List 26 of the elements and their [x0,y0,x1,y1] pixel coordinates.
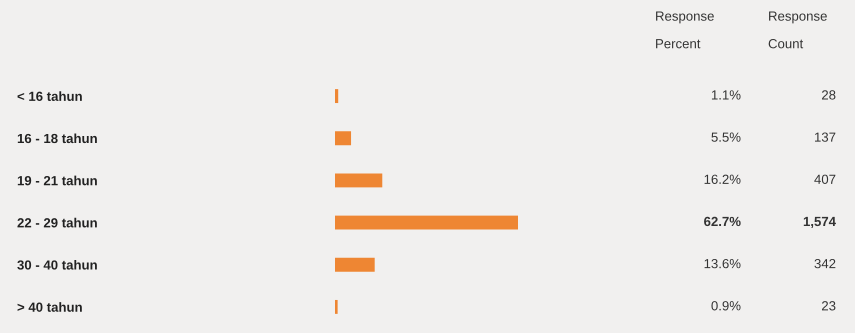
text: Response Count [768,12,827,48]
y-tick-label: 22 - 29 tahun [17,218,97,228]
y-tick-label: < 16 tahun [18,91,82,101]
y-tick-label: 19 - 21 tahun [18,176,97,186]
data-label: 5.5% [711,132,741,142]
y-tick-label: 16 - 18 tahun [18,133,97,144]
text: 28 [822,90,836,100]
text: 1,574 [804,216,836,228]
data-label: 13.6% [704,258,741,268]
text: 23 [822,301,836,310]
text: 342 [814,258,836,268]
bar [335,258,375,272]
bar [335,216,518,230]
data-label: 1.1% [712,90,741,100]
y-tick-label: 30 - 40 tahun [17,260,97,270]
data-label: 62.7% [704,216,741,226]
text: Response Percent [656,12,714,48]
bar [335,131,352,146]
text: 137 [814,132,836,142]
bar [335,300,338,314]
data-label: 16.2% [704,174,741,184]
text: 407 [814,174,836,184]
y-tick-label: > 40 tahun [18,302,82,312]
bar [335,173,382,188]
data-label: 0.9% [711,301,741,310]
bar [335,89,338,104]
